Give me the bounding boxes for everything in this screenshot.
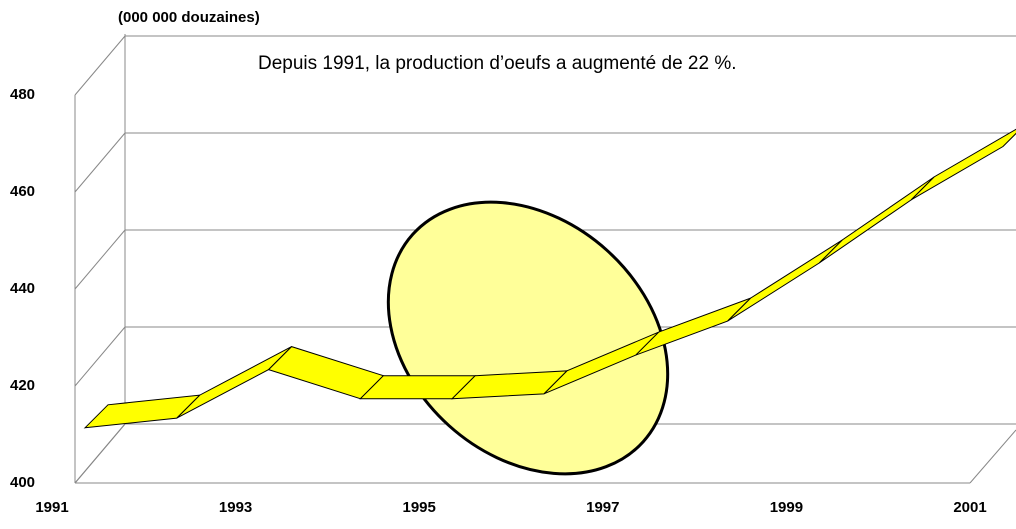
- y-tick-label: 480: [10, 86, 35, 103]
- ribbon-segment: [910, 128, 1016, 201]
- y-tick-label: 440: [10, 280, 35, 297]
- y-tick-label: 460: [10, 183, 35, 200]
- ribbon-segment: [819, 176, 935, 264]
- depth-edge: [969, 429, 1016, 484]
- egg: [386, 200, 670, 476]
- tick-depth: [74, 229, 126, 290]
- tick-depth: [74, 326, 126, 387]
- x-tick-label: 1993: [219, 499, 252, 516]
- tick-depth: [74, 132, 126, 193]
- x-tick-label: 2001: [953, 499, 986, 516]
- y-axis-label: (000 000 douzaines): [118, 9, 260, 26]
- tick-depth: [74, 35, 126, 96]
- ribbon-segment: [83, 394, 202, 429]
- ribbon-segment: [176, 346, 292, 419]
- annotation: Depuis 1991, la production d’oeufs a aug…: [258, 53, 737, 74]
- ribbon-segment: [267, 346, 385, 400]
- y-tick-label: 420: [10, 377, 35, 394]
- tick-depth: [74, 423, 126, 484]
- x-tick-label: 1999: [770, 499, 803, 516]
- x-tick-label: 1995: [403, 499, 436, 516]
- x-tick-label: 1997: [586, 499, 619, 516]
- ribbon-segment: [727, 239, 843, 322]
- x-tick-label: 1991: [35, 499, 68, 516]
- y-tick-label: 400: [10, 474, 35, 491]
